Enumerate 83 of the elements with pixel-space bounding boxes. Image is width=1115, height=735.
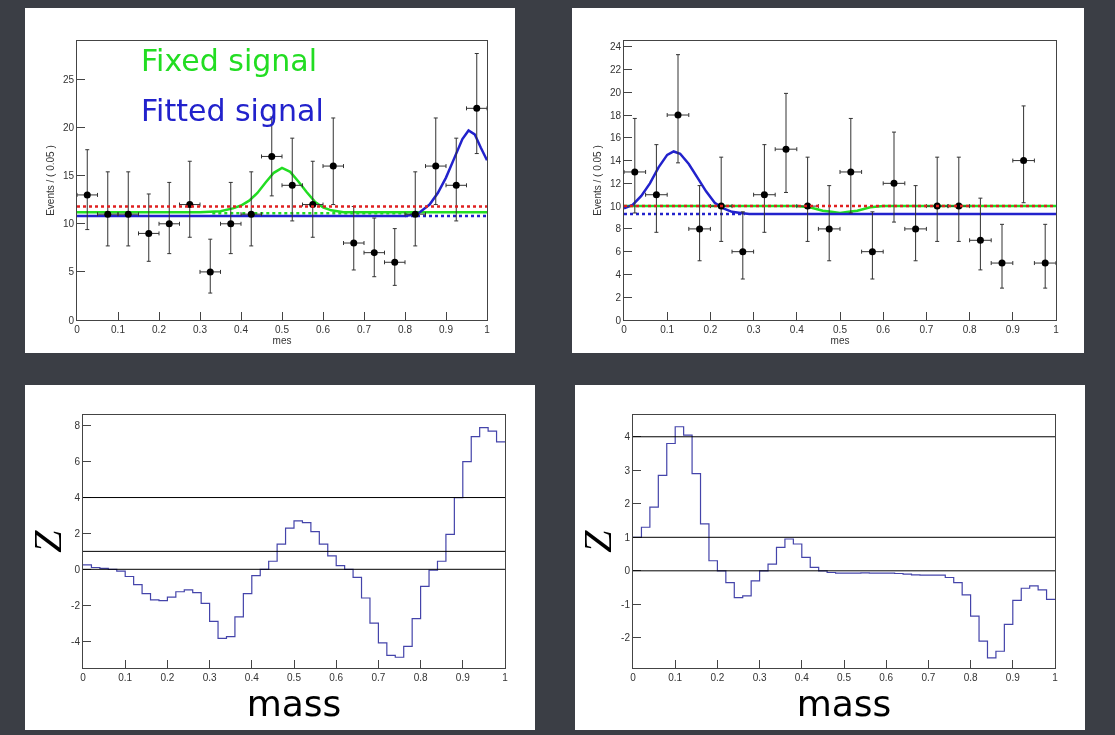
x-tick-label: 0.7 <box>921 672 936 683</box>
y-tick-label: 18 <box>609 109 622 121</box>
y-tick-label: -2 <box>71 599 81 611</box>
y-tick-label: 20 <box>62 122 75 134</box>
x-axis-title: mes <box>830 335 850 346</box>
x-tick-label: 0.1 <box>668 672 683 683</box>
x-tick-label: 0.8 <box>962 324 977 335</box>
x-tick-label: 0.1 <box>111 324 126 335</box>
y-axis-title: Z <box>575 529 620 553</box>
y-tick-label: 22 <box>609 63 622 75</box>
x-tick-label: 0.3 <box>752 672 767 683</box>
y-tick-label: 10 <box>609 200 622 212</box>
x-tick-label: 0.4 <box>234 324 249 335</box>
y-tick-label: 8 <box>615 223 622 235</box>
y-tick-label: 0 <box>74 563 81 575</box>
x-tick-label: 0.8 <box>398 324 413 335</box>
y-tick-label: 6 <box>74 456 81 468</box>
y-axis-title: Events / ( 0.05 ) <box>44 145 56 216</box>
x-tick-label: 0.9 <box>439 324 454 335</box>
y-tick-label: 2 <box>624 498 631 510</box>
x-tick-label: 1 <box>502 672 509 683</box>
x-tick-label: 0.8 <box>413 672 428 683</box>
y-axis-title: Z <box>25 529 70 553</box>
x-tick-label: 0.6 <box>876 324 891 335</box>
x-tick-label: 1 <box>1053 324 1060 335</box>
y-tick-label: 5 <box>68 266 75 278</box>
x-tick-label: 0.7 <box>919 324 934 335</box>
x-tick-label: 0.5 <box>833 324 848 335</box>
x-axis-title: mes <box>272 335 292 346</box>
x-axis-title: mass <box>246 683 342 724</box>
y-tick-label: -4 <box>71 635 81 647</box>
x-tick-label: 0.7 <box>357 324 372 335</box>
y-tick-label: 14 <box>609 155 622 167</box>
x-tick-label: 0.1 <box>118 672 133 683</box>
x-tick-label: 0.5 <box>275 324 290 335</box>
x-tick-label: 0.4 <box>794 672 810 683</box>
x-tick-label: 0.9 <box>1005 324 1021 335</box>
y-tick-label: 25 <box>62 73 75 85</box>
y-tick-label: 12 <box>609 177 622 189</box>
x-tick-label: 0.4 <box>244 672 260 683</box>
y-tick-label: 15 <box>62 170 75 182</box>
y-tick-label: 4 <box>624 431 631 443</box>
y-tick-label: -2 <box>621 632 631 644</box>
y-tick-label: 0 <box>615 314 622 326</box>
x-tick-label: 0.6 <box>316 324 331 335</box>
x-tick-label: 0.6 <box>879 672 894 683</box>
x-tick-label: 0.5 <box>837 672 852 683</box>
x-axis-title: mass <box>796 683 892 724</box>
x-tick-label: 0.5 <box>287 672 302 683</box>
y-tick-label: -1 <box>621 598 631 610</box>
x-tick-label: 0.9 <box>455 672 471 683</box>
y-tick-label: 16 <box>609 132 622 144</box>
x-tick-label: 0.7 <box>371 672 386 683</box>
x-tick-label: 0.4 <box>789 324 805 335</box>
x-tick-label: 0.3 <box>746 324 761 335</box>
x-tick-label: 0.8 <box>963 672 978 683</box>
x-tick-label: 1 <box>1052 672 1059 683</box>
y-tick-label: 4 <box>615 268 622 280</box>
x-tick-label: 0.2 <box>160 672 175 683</box>
x-tick-label: 0.3 <box>202 672 217 683</box>
y-tick-label: 10 <box>62 218 75 230</box>
y-tick-label: 4 <box>74 492 81 504</box>
x-tick-label: 0.9 <box>1005 672 1021 683</box>
y-tick-label: 3 <box>624 464 631 476</box>
y-tick-label: 2 <box>615 291 622 303</box>
text: Fixed signal <box>141 43 318 78</box>
x-tick-label: 0.6 <box>329 672 344 683</box>
y-tick-label: 20 <box>609 86 622 98</box>
x-tick-label: 0.2 <box>703 324 718 335</box>
y-tick-label: 1 <box>624 531 631 543</box>
y-axis-title: Events / ( 0.05 ) <box>591 145 603 216</box>
y-tick-label: 6 <box>615 246 622 258</box>
x-tick-label: 0.1 <box>660 324 675 335</box>
y-tick-label: 0 <box>68 314 75 326</box>
x-tick-label: 0.2 <box>710 672 725 683</box>
x-tick-label: 0.2 <box>152 324 167 335</box>
x-tick-label: 0.3 <box>193 324 208 335</box>
y-tick-label: 8 <box>74 420 81 432</box>
y-tick-label: 24 <box>609 41 622 53</box>
x-tick-label: 1 <box>484 324 491 335</box>
y-tick-label: 2 <box>74 527 81 539</box>
text: Fitted signal <box>141 93 324 128</box>
y-tick-label: 0 <box>624 565 631 577</box>
